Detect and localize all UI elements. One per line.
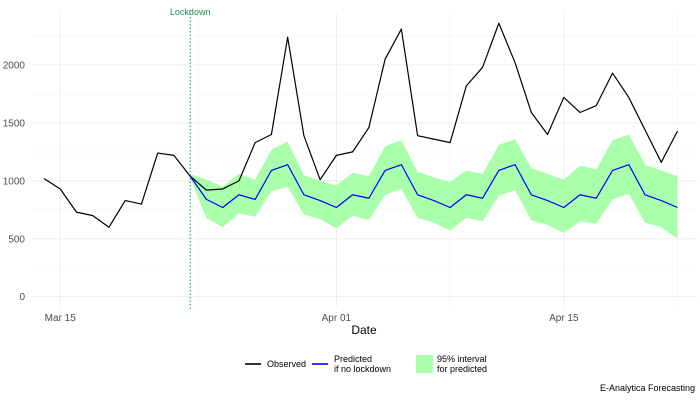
y-tick-label: 1000 (3, 176, 26, 187)
legend-label: Predicted if no lockdown (334, 354, 391, 374)
x-tick-label: Apr 15 (549, 313, 579, 324)
legend-item: Predicted if no lockdown (312, 354, 391, 374)
y-tick-label: 1500 (3, 118, 26, 129)
legend: Observed Predicted if no lockdown 95% inter… (245, 354, 487, 374)
lockdown-label: Lockdown (170, 7, 211, 17)
legend-item: 95% interval for predicted (416, 354, 487, 374)
x-axis-label: Date (351, 323, 377, 337)
observed-series-line (43, 22, 679, 228)
y-tick-label: 500 (8, 234, 25, 245)
x-tick-labels: Mar 15 Apr 01 Apr 15 (45, 313, 579, 324)
lockdown-line: Lockdown (170, 7, 211, 310)
predicted-series-line (189, 164, 678, 209)
legend-item: Observed (245, 359, 306, 369)
interval-band-area (190, 134, 678, 239)
x-tick-label: Apr 01 (322, 313, 352, 324)
x-tick-label: Mar 15 (45, 313, 77, 324)
series-lines (43, 22, 679, 228)
legend-key (416, 355, 433, 373)
grid (31, 14, 697, 306)
y-tick-label: 0 (19, 292, 25, 303)
legend-label: 95% interval for predicted (437, 354, 487, 374)
caption: E-Analytica Forecasting (600, 383, 695, 393)
interval-band (190, 134, 678, 239)
y-tick-labels: 0 500 1000 1500 2000 (3, 60, 26, 303)
legend-label: Observed (267, 359, 306, 369)
y-tick-label: 2000 (3, 60, 26, 71)
